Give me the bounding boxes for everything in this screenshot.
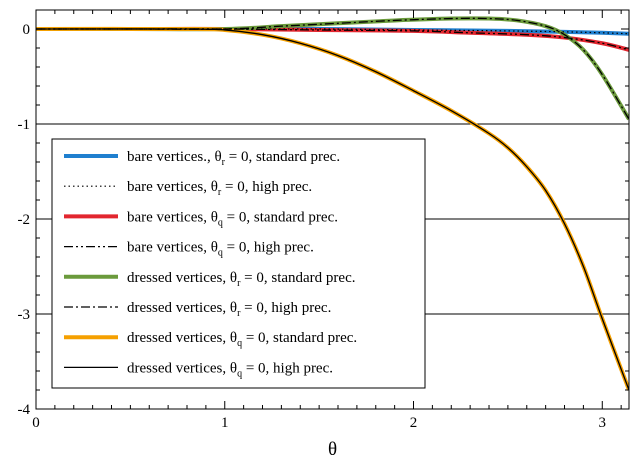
legend-entry-label: bare vertices., θr = 0, standard prec. xyxy=(127,149,340,168)
x-tick-label: 3 xyxy=(599,415,607,431)
y-tick-label: -3 xyxy=(18,307,31,323)
series-lines xyxy=(36,16,629,391)
series-line-4 xyxy=(36,28,629,51)
series-line-5 xyxy=(36,16,629,121)
legend-entry-label: bare vertices, θq = 0, standard prec. xyxy=(127,209,338,228)
series-line-6 xyxy=(36,17,629,120)
x-axis-title: θ xyxy=(328,439,337,460)
x-tick-label: 1 xyxy=(221,415,229,431)
legend-entry-label: dressed vertices, θq = 0, high prec. xyxy=(127,360,333,379)
legend-entry-label: dressed vertices, θr = 0, high prec. xyxy=(127,300,331,319)
legend-entry-label: dressed vertices, θq = 0, standard prec. xyxy=(127,330,357,349)
legend-box xyxy=(51,138,426,389)
legend-entry-label: bare vertices, θr = 0, high prec. xyxy=(127,179,312,198)
y-tick-label: -2 xyxy=(18,212,31,228)
plot-frame xyxy=(35,9,630,410)
y-tick-label: -4 xyxy=(18,402,31,418)
series-line-8 xyxy=(36,28,629,391)
y-tick-label: -1 xyxy=(18,117,31,133)
axis-ticks: 0 1 2 3 0 -1 -2 -3 -4 xyxy=(18,10,629,431)
y-tick-label: 0 xyxy=(23,22,31,38)
x-tick-label: 0 xyxy=(32,415,40,431)
legend: bare vertices., θr = 0, standard prec. ba… xyxy=(51,138,426,389)
legend-entry-label: bare vertices, θq = 0, high prec. xyxy=(127,240,314,259)
x-tick-label: 2 xyxy=(410,415,418,431)
legend-entry-label: dressed vertices, θr = 0, standard prec. xyxy=(127,270,356,289)
